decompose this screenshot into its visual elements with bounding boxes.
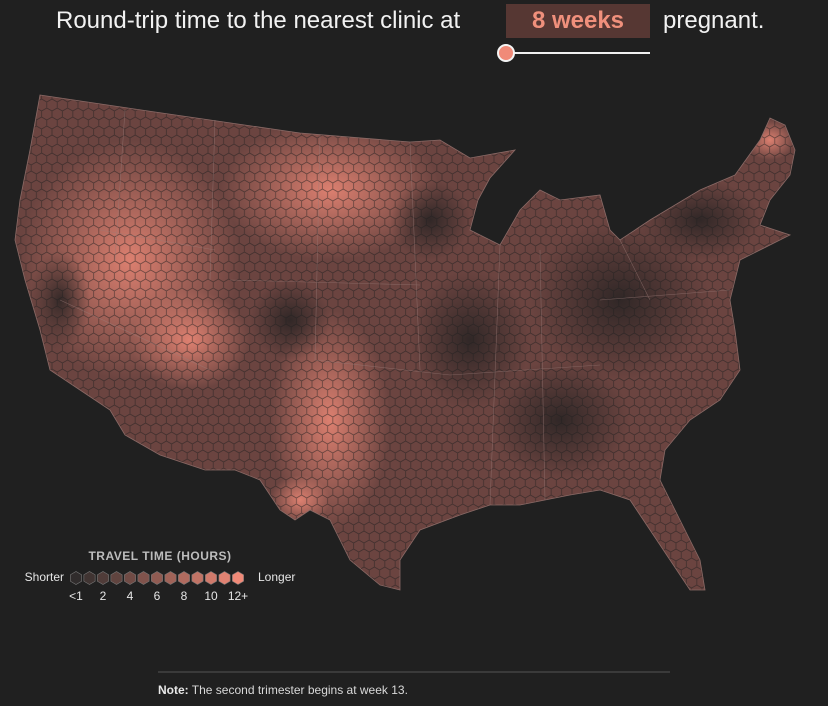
title-text: Round-trip time to the nearest clinic at: [56, 7, 461, 34]
legend-swatch: [164, 571, 177, 585]
title-text: pregnant.: [663, 7, 765, 34]
legend-swatch: [83, 571, 96, 585]
note: Note: The second trimester begins at wee…: [158, 683, 408, 697]
note-label: Note:: [158, 683, 189, 697]
legend-tick-label: 6: [154, 589, 161, 603]
title-row: Round-trip time to the nearest clinic at…: [0, 2, 828, 42]
hex-map: [15, 95, 795, 590]
legend-swatch: [124, 571, 136, 585]
legend-high: Longer: [258, 570, 295, 584]
note-text: The second trimester begins at week 13.: [191, 683, 408, 697]
state-borders: [59, 109, 731, 506]
legend-swatch: [151, 571, 163, 585]
legend-swatch: [218, 571, 231, 585]
legend-title: TRAVEL TIME (HOURS): [88, 549, 231, 563]
legend-tick-label: 12+: [228, 589, 248, 603]
legend-low: Shorter: [25, 570, 64, 584]
legend-tick-label: 4: [127, 589, 134, 603]
legend-swatch: [232, 571, 244, 585]
legend-swatch: [97, 571, 109, 585]
week-selector[interactable]: 8 weeks: [506, 4, 650, 38]
legend-tick-label: 8: [181, 589, 188, 603]
legend-tick-label: 10: [204, 589, 218, 603]
legend-swatch: [110, 571, 123, 585]
legend-tick-label: <1: [69, 589, 83, 603]
legend-ticks: <1 2 4 6 8 10 12+: [69, 589, 248, 603]
legend-swatch: [137, 571, 150, 585]
legend-tick-label: 2: [100, 589, 107, 603]
legend-swatch: [191, 571, 204, 585]
legend-swatch: [70, 571, 82, 585]
legend-swatch: [178, 571, 190, 585]
legend-scale: [70, 571, 244, 585]
slider-handle[interactable]: [497, 44, 515, 62]
legend-swatch: [205, 571, 217, 585]
